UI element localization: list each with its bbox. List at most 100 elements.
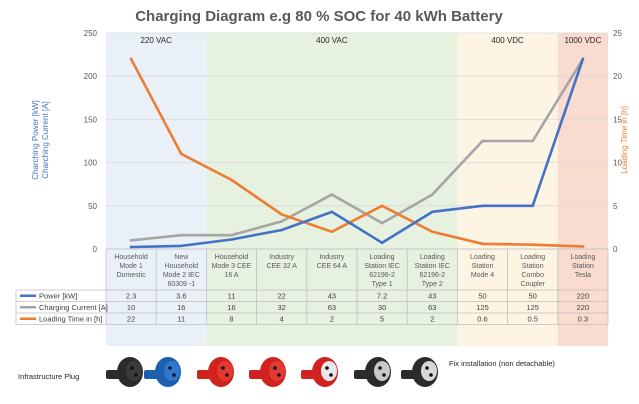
category-label: 62196-2	[419, 272, 445, 279]
category-label: Coupler	[520, 281, 545, 288]
plug-face	[374, 361, 390, 381]
plug-pin	[329, 373, 333, 377]
plug-cable	[249, 370, 263, 379]
category-label: Household	[165, 263, 199, 270]
category-label: Type 2	[422, 281, 443, 288]
category-label: New	[174, 254, 189, 261]
data-point	[531, 204, 534, 208]
data-point	[330, 210, 334, 214]
left-tick-label: 250	[84, 29, 98, 38]
right-tick-label: 0	[613, 245, 618, 254]
left-axis-label-current: Charching Current [A]	[41, 101, 50, 178]
plug-face	[126, 361, 142, 381]
left-tick-label: 200	[84, 72, 98, 81]
right-tick-label: 15	[613, 115, 622, 124]
data-label: 63	[428, 303, 436, 312]
category-label: 62196-2	[369, 272, 395, 279]
data-point	[581, 57, 585, 61]
category-label: Station IEC	[364, 263, 399, 270]
data-point	[330, 193, 334, 196]
data-point	[431, 193, 434, 196]
legend-entry: Loading Time in [h]	[39, 314, 102, 323]
plug-cable	[106, 370, 120, 379]
category-label: Loading	[470, 254, 495, 261]
category-label: Mode 2 IEC	[163, 272, 200, 279]
right-tick-label: 5	[613, 202, 618, 211]
category-label: Type 1	[372, 281, 393, 288]
fixed-installation-label: Fix installation (non detachable)	[449, 359, 555, 368]
left-tick-label: 150	[84, 115, 98, 124]
data-label: 0.3	[578, 314, 588, 323]
data-label: 16	[227, 303, 235, 312]
plug-face	[164, 361, 180, 381]
data-point	[531, 243, 534, 246]
plug-pin	[168, 366, 172, 370]
data-point	[180, 244, 183, 248]
category-label: Mode 3 CEE	[212, 263, 252, 270]
left-tick-label: 100	[84, 159, 98, 168]
plug-pin	[382, 373, 386, 377]
infrastructure-plugs	[106, 357, 438, 387]
data-point	[380, 241, 384, 245]
category-label: 16 A	[224, 272, 238, 279]
data-label: 32	[278, 303, 286, 312]
data-point	[481, 139, 484, 143]
data-label: 50	[478, 291, 486, 300]
plug-face	[321, 361, 337, 381]
category-label: Tesla	[575, 272, 591, 279]
legend-entry: Charging Current [A]	[39, 303, 108, 312]
category-label: Station	[572, 263, 594, 270]
left-tick-label: 50	[88, 202, 97, 211]
data-label: 125	[526, 303, 539, 312]
data-point	[280, 213, 284, 216]
category-label: Mode 1	[119, 263, 142, 270]
data-label: 22	[127, 314, 135, 323]
plug-pin	[277, 373, 281, 377]
data-point	[330, 230, 334, 234]
data-label: 220	[577, 303, 590, 312]
chart-title: Charging Diagram e.g 80 % SOC for 40 kWh…	[135, 8, 503, 25]
data-label: 2.3	[126, 291, 136, 300]
plug-cable	[354, 370, 368, 379]
data-point	[230, 238, 233, 241]
category-label: Loading	[520, 254, 545, 261]
data-point	[380, 221, 384, 225]
data-point	[280, 220, 284, 223]
infrastructure-plug-label: Infrastructure Plug	[18, 372, 79, 381]
category-label: Loading	[420, 254, 445, 261]
right-tick-label: 20	[613, 72, 622, 81]
data-label: 3.6	[176, 291, 186, 300]
data-label: 10	[127, 303, 135, 312]
data-label: 43	[328, 291, 336, 300]
data-label: 7.2	[377, 291, 387, 300]
data-point	[230, 233, 233, 237]
data-label: 4	[280, 314, 284, 323]
data-point	[129, 57, 133, 61]
voltage-band-label: 400 VDC	[491, 36, 524, 45]
data-point	[280, 228, 284, 232]
category-label: Mode 4	[471, 272, 494, 279]
plug-pin	[225, 373, 229, 377]
category-label: Household	[215, 254, 249, 261]
category-label: Domestic	[117, 272, 147, 279]
category-label: CEE 32 A	[267, 263, 298, 270]
plug-cable	[401, 370, 415, 379]
data-point	[230, 178, 233, 182]
data-point	[581, 245, 585, 248]
right-axis-label-time: Loading Time in [h]	[620, 106, 629, 174]
data-label: 11	[177, 314, 185, 323]
plug-face	[421, 361, 437, 381]
category-label: Station IEC	[415, 263, 450, 270]
voltage-band-label: 1000 VDC	[564, 36, 601, 45]
voltage-band-label: 220 VAC	[140, 36, 172, 45]
data-label: 125	[476, 303, 489, 312]
category-label: Industry	[269, 254, 294, 261]
data-point	[431, 210, 434, 214]
data-point	[481, 204, 484, 208]
data-label: 63	[328, 303, 336, 312]
category-label: 60309 -1	[167, 281, 195, 288]
data-label: 0.5	[527, 314, 537, 323]
category-label: Household	[114, 254, 148, 261]
data-label: 220	[577, 291, 590, 300]
